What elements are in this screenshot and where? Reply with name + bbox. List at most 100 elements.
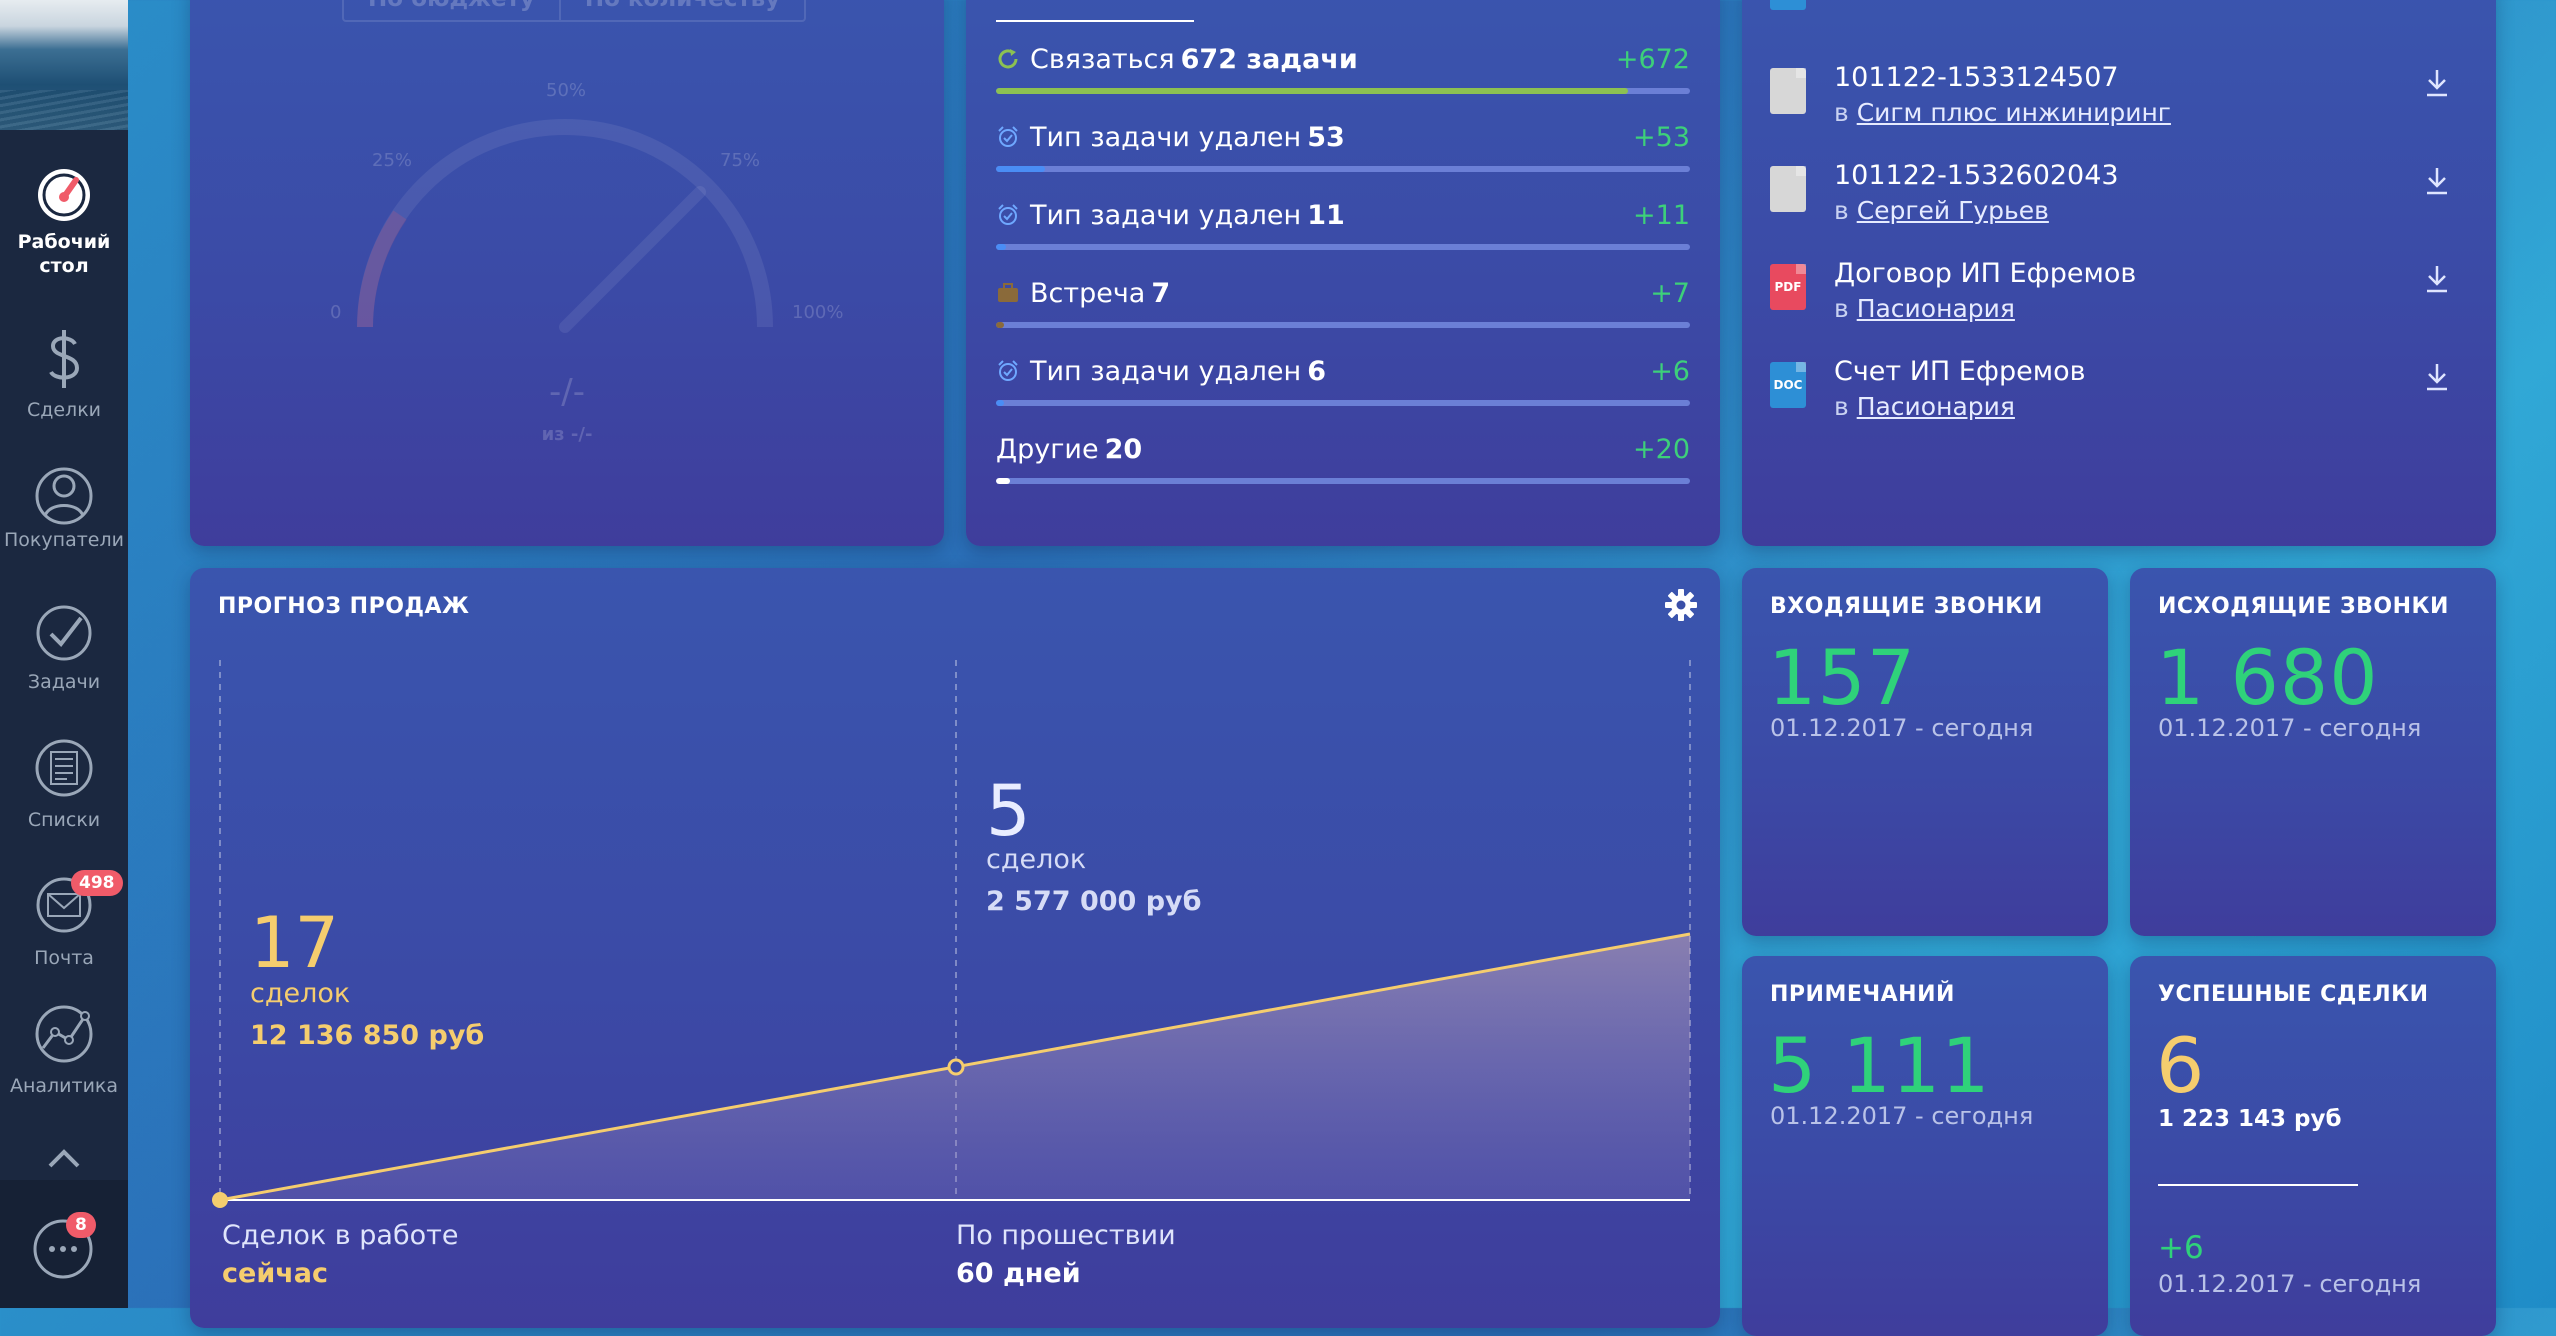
file-owner-link[interactable]: Сигм плюс инжиниринг <box>1856 98 2171 127</box>
forecast-now-count: 17 <box>250 902 340 984</box>
notes-card[interactable]: ПРИМЕЧАНИЙ 5 111 01.12.2017 - сегодня <box>1742 956 2108 1336</box>
forecast-now-deals: сделок <box>250 978 351 1009</box>
mail-icon: 498 <box>35 870 123 934</box>
forecast-later-count: 5 <box>986 770 1031 852</box>
task-delta: +20 <box>1633 434 1690 465</box>
file-row[interactable]: DOCв Иван велосипеды 2 <box>1770 0 2470 62</box>
file-owner-prefix: в <box>1834 392 1849 421</box>
alarm-clock-icon <box>996 359 1020 383</box>
sales-forecast-card: ПРОГНОЗ ПРОДАЖ 17 сделок <box>190 568 1720 1328</box>
file-row[interactable]: DOC Счет ИП Ефремов в Пасионария <box>1770 356 2470 454</box>
forecast-now-caption: Сделок в работе <box>222 1220 459 1251</box>
outgoing-calls-card[interactable]: ИСХОДЯЩИЕ ЗВОНКИ 1 680 01.12.2017 - сего… <box>2130 568 2496 936</box>
incoming-calls-value: 157 <box>1768 633 1917 722</box>
download-icon[interactable] <box>2424 166 2450 196</box>
card-title: ПРИМЕЧАНИЙ <box>1770 982 1955 1007</box>
chat-unread-badge: 8 <box>66 1212 96 1238</box>
successful-deals-value: 6 <box>2156 1021 2206 1110</box>
period-label: 01.12.2017 - сегодня <box>2158 714 2422 742</box>
chat-button[interactable]: 8 <box>30 1212 96 1282</box>
task-progress-fill <box>996 322 1005 328</box>
file-row[interactable]: 101122-1533124507 в Сигм плюс инжиниринг <box>1770 62 2470 160</box>
task-name: Тип задачи удален 11 <box>996 200 1345 231</box>
file-name[interactable]: 101122-1532602043 <box>1834 160 2119 191</box>
refresh-icon <box>996 47 1020 71</box>
sidebar-item-mail[interactable]: 498 Почта <box>0 870 128 970</box>
task-progress-bar <box>996 88 1690 94</box>
task-row[interactable]: Тип задачи удален 6 +6 <box>996 356 1690 434</box>
task-name: Связаться 672 задачи <box>996 44 1358 75</box>
forecast-later-caption: По прошествии <box>956 1220 1176 1251</box>
sidebar-item-analytics[interactable]: Аналитика <box>0 1004 128 1098</box>
task-row[interactable]: Тип задачи удален 11 +11 <box>996 200 1690 278</box>
forecast-now-sum: 12 136 850 руб <box>250 1020 485 1051</box>
sidebar-item-deals[interactable]: Сделки <box>0 326 128 422</box>
forecast-later-deals: сделок <box>986 844 1087 875</box>
successful-deals-delta: +6 <box>2158 1230 2204 1266</box>
sidebar-item-label: Списки <box>27 809 101 831</box>
forecast-now-when: сейчас <box>222 1258 328 1289</box>
file-icon <box>1770 68 1806 114</box>
pdf-file-icon: PDF <box>1770 264 1806 310</box>
sidebar-item-customers[interactable]: Покупатели <box>0 464 128 552</box>
sidebar-item-tasks[interactable]: Задачи <box>0 604 128 694</box>
settings-icon[interactable] <box>44 1136 84 1176</box>
incoming-calls-card[interactable]: ВХОДЯЩИЕ ЗВОНКИ 157 01.12.2017 - сегодня <box>1742 568 2108 936</box>
file-name[interactable]: 101122-1533124507 <box>1834 62 2119 93</box>
sidebar: Рабочий стол Сделки Покупатели За <box>0 0 128 1308</box>
file-owner-link[interactable]: Пасионария <box>1856 392 2015 421</box>
file-owner-prefix: в <box>1834 98 1849 127</box>
task-progress-fill <box>996 166 1045 172</box>
gear-icon[interactable] <box>1664 588 1698 622</box>
task-type: Встреча <box>1030 278 1146 309</box>
card-title: ИСХОДЯЩИЕ ЗВОНКИ <box>2158 594 2449 619</box>
divider <box>2158 1184 2358 1186</box>
gauge-chart <box>357 119 773 333</box>
task-row[interactable]: Встреча 7 +7 <box>996 278 1690 356</box>
user-avatar-photo[interactable] <box>0 0 128 130</box>
file-name[interactable]: Счет ИП Ефремов <box>1834 356 2086 387</box>
card-title: УСПЕШНЫЕ СДЕЛКИ <box>2158 982 2429 1007</box>
download-icon[interactable] <box>2424 68 2450 98</box>
file-owner-prefix: в <box>1834 196 1849 225</box>
forecast-point-now <box>212 1192 228 1208</box>
task-delta: +7 <box>1650 278 1690 309</box>
task-type: Тип задачи удален <box>1030 356 1302 387</box>
task-type: Тип задачи удален <box>1030 200 1302 231</box>
file-name[interactable]: Договор ИП Ефремов <box>1834 258 2137 289</box>
task-row[interactable]: Другие 20 +20 <box>996 434 1690 512</box>
tab-by-budget[interactable]: По бюджету <box>344 0 559 20</box>
gauge-tick-75: 75% <box>720 150 761 171</box>
task-delta: +6 <box>1650 356 1690 387</box>
gauge-tick-100: 100% <box>792 302 844 323</box>
file-owner-link[interactable]: Пасионария <box>1856 294 2015 323</box>
task-row[interactable]: Связаться 672 задачи +672 <box>996 44 1690 122</box>
file-icon <box>1770 166 1806 212</box>
task-progress-fill <box>996 400 1005 406</box>
task-type: Другие <box>996 434 1099 465</box>
download-icon[interactable] <box>2424 362 2450 392</box>
outgoing-calls-value: 1 680 <box>2156 633 2379 722</box>
sidebar-item-lists[interactable]: Списки <box>0 736 128 832</box>
file-row[interactable]: PDF Договор ИП Ефремов в Пасионария <box>1770 258 2470 356</box>
tab-by-count[interactable]: По количеству <box>558 0 804 20</box>
speedometer-icon <box>35 166 93 224</box>
download-icon[interactable] <box>2424 264 2450 294</box>
sidebar-item-dashboard[interactable]: Рабочий стол <box>0 166 128 278</box>
file-owner-link[interactable]: Сергей Гурьев <box>1856 196 2049 225</box>
sidebar-item-label: Рабочий <box>17 231 111 253</box>
task-count: 7 <box>1151 278 1171 309</box>
task-progress-bar <box>996 244 1690 250</box>
forecast-point-later <box>947 1058 965 1076</box>
task-progress-bar <box>996 166 1690 172</box>
checkmark-icon <box>35 604 93 662</box>
successful-deals-card[interactable]: УСПЕШНЫЕ СДЕЛКИ 6 1 223 143 руб +6 01.12… <box>2130 956 2496 1336</box>
task-count: 20 <box>1104 434 1143 465</box>
task-row[interactable]: Тип задачи удален 53 +53 <box>996 122 1690 200</box>
task-name: Тип задачи удален 53 <box>996 122 1345 153</box>
file-row[interactable]: 101122-1532602043 в Сергей Гурьев <box>1770 160 2470 258</box>
file-owner: в Сигм плюс инжиниринг <box>1834 98 2171 127</box>
card-title: ВХОДЯЩИЕ ЗВОНКИ <box>1770 594 2043 619</box>
forecast-later-sum: 2 577 000 руб <box>986 886 1202 917</box>
task-delta: +672 <box>1615 44 1690 75</box>
